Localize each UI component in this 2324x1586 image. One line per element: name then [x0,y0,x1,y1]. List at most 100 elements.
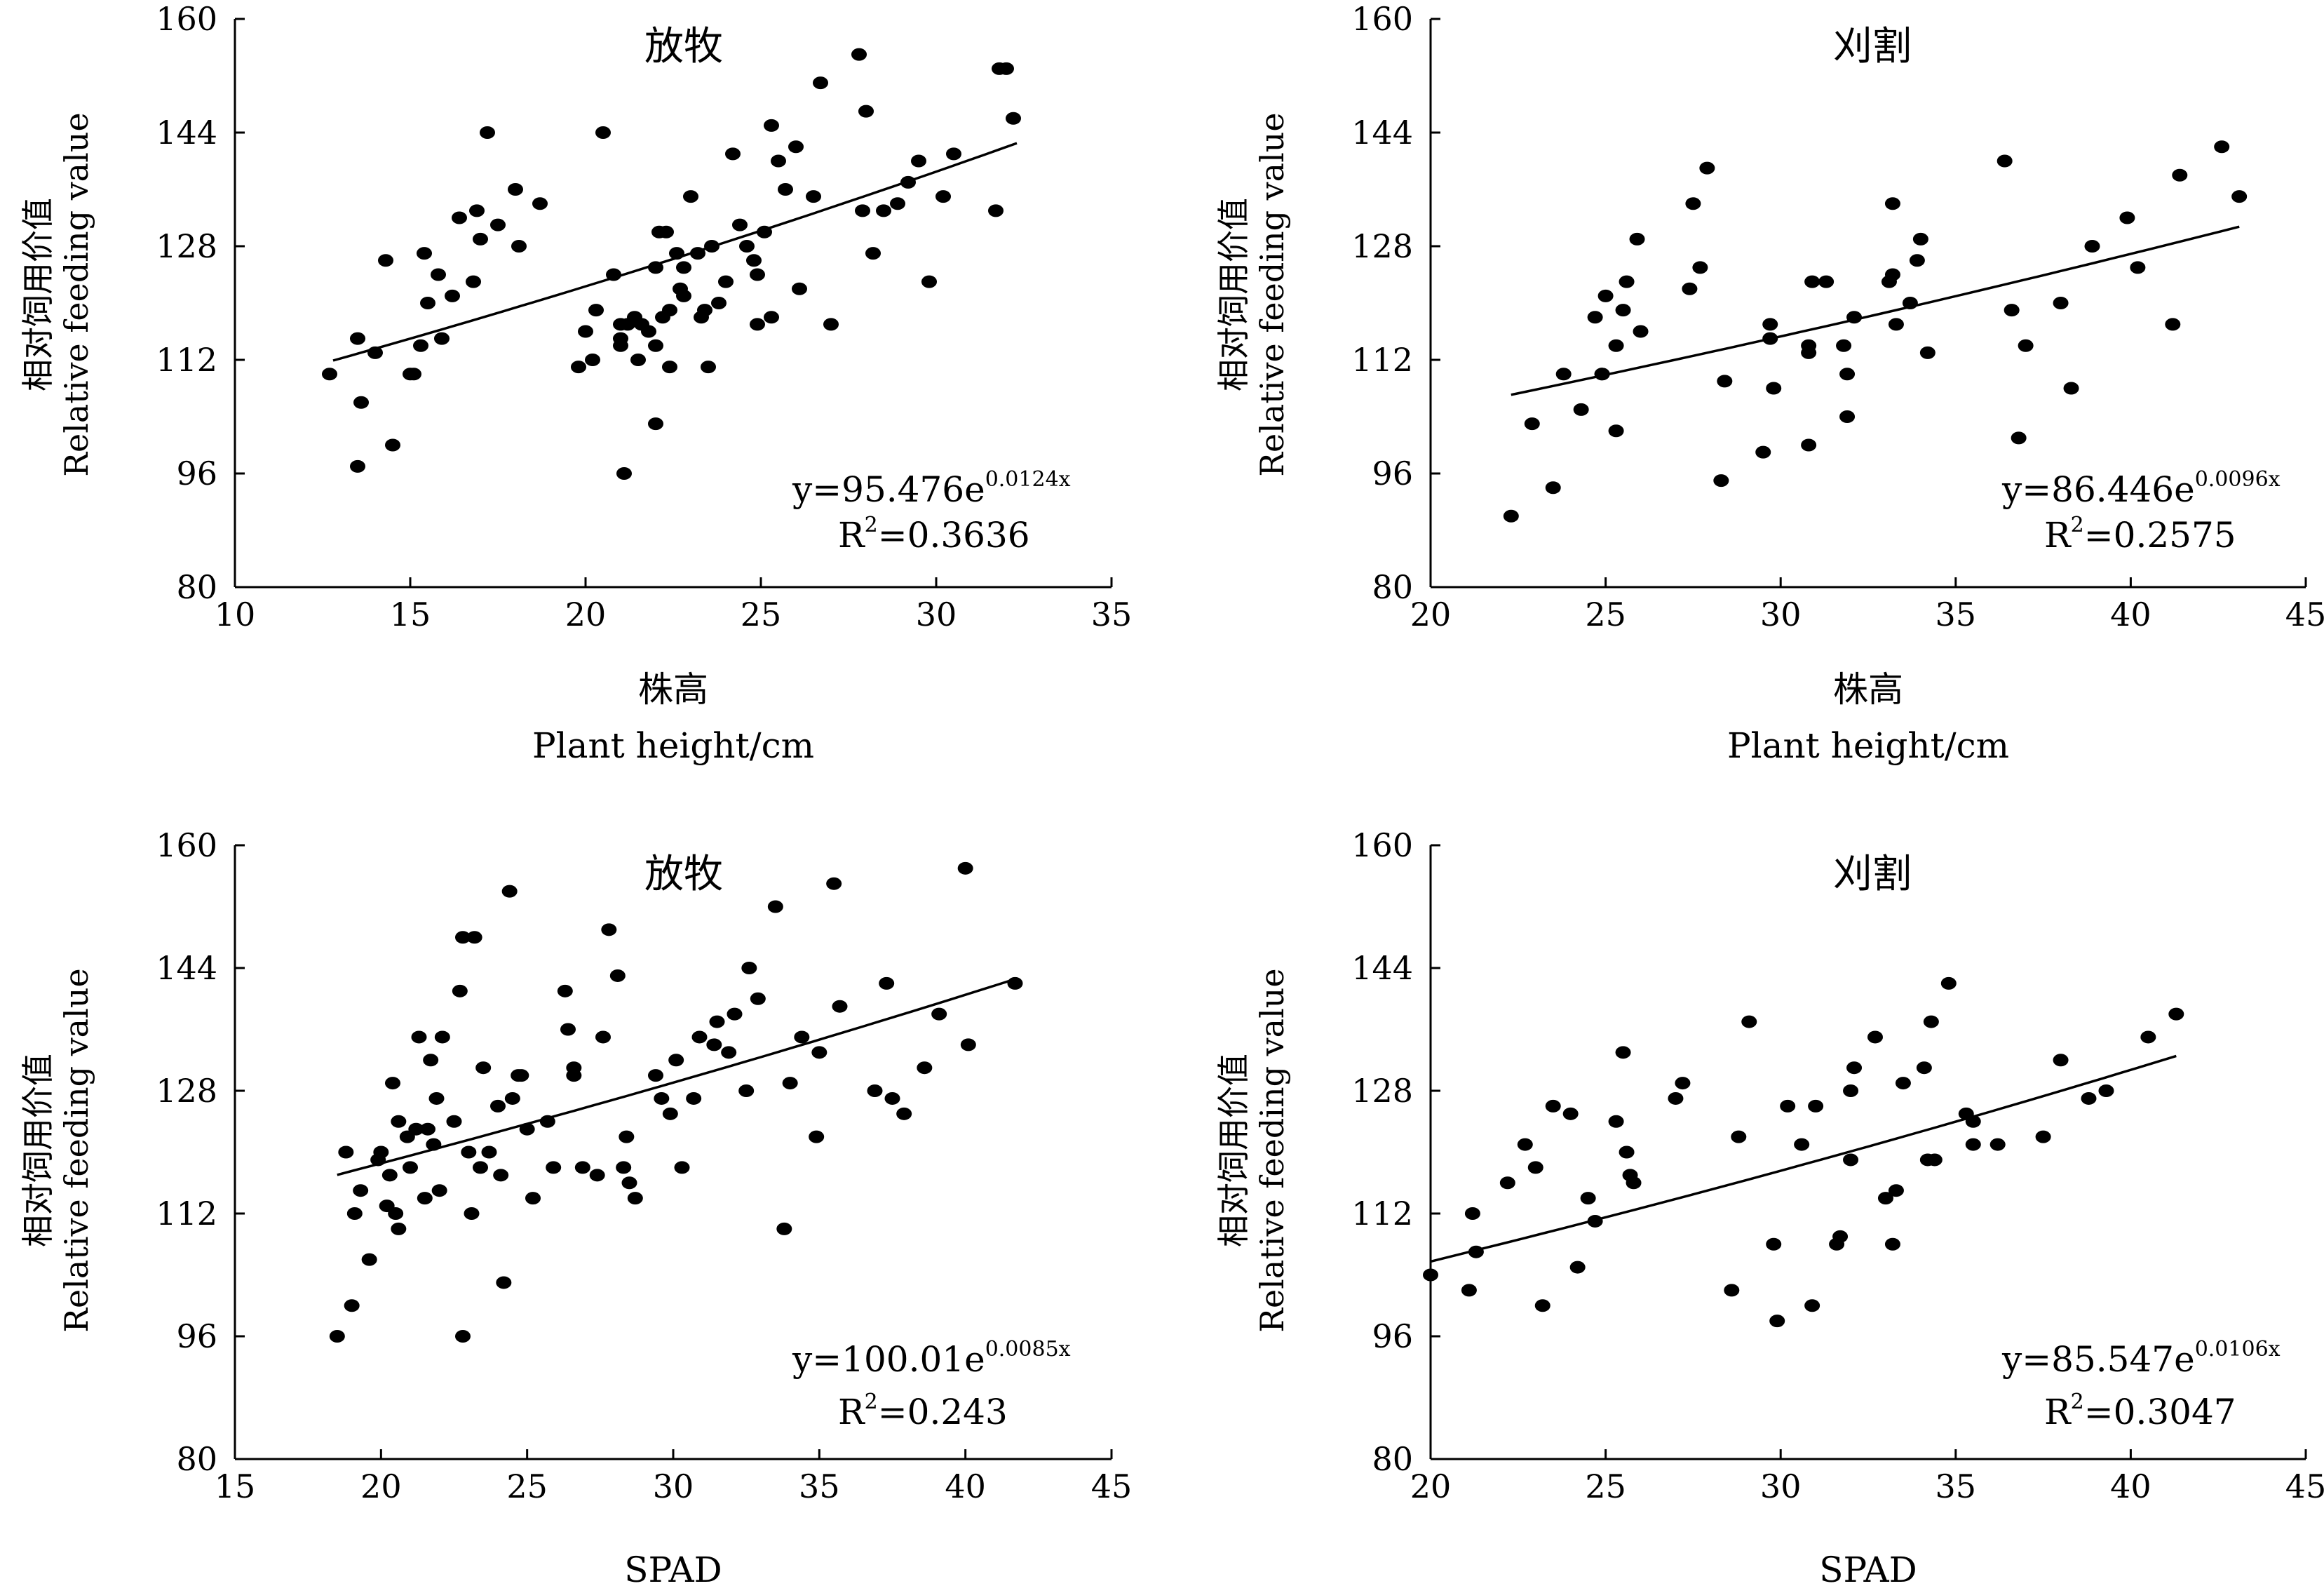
r-squared-label: R [2044,515,2072,556]
panel-title: 放牧 [644,852,723,897]
data-point [896,1107,912,1120]
r-squared-value: =0.3636 [878,515,1030,556]
data-point [718,275,734,288]
data-point [921,275,937,288]
regression-equation: y=85.547e0.0106x [2001,1337,2281,1380]
data-point [546,1161,562,1174]
data-point [373,1145,389,1159]
y-tick-label: 128 [1351,227,1413,265]
data-point [353,396,369,409]
data-point [2035,1130,2051,1143]
equation-base: y=86.446e [2001,469,2195,510]
data-point [1007,976,1023,990]
y-tick-label: 80 [1372,568,1413,606]
x-tick-label: 45 [1091,1467,1133,1505]
panel-cutting-spad: 20 25 30 35 40 45 80 96 112 128 144 160 相对饲用价值 Relati… [1215,826,2324,1586]
y-axis-label-en: Relative feeding value [58,968,95,1332]
y-tick-label: 112 [1351,1195,1413,1232]
data-point [350,459,365,473]
r-squared: R2=0.2575 [2044,513,2236,556]
data-point [725,147,741,161]
data-point [411,1030,427,1044]
data-point [1912,232,1928,246]
data-point [778,183,793,196]
data-point [571,361,586,374]
data-point [403,1161,418,1174]
data-point [431,1184,447,1197]
r-squared-sup: 2 [865,513,878,537]
data-point [788,140,804,154]
data-point [2214,140,2230,154]
y-tick-label: 80 [176,1440,217,1478]
r-squared-label: R [2044,1392,2072,1432]
y-tick-label: 128 [156,227,217,265]
r-squared-sup: 2 [2071,1390,2084,1414]
equation-exponent: 0.0124x [985,467,1071,492]
data-point [1902,297,1918,309]
data-point [1843,1153,1859,1167]
data-point [1916,1061,1932,1075]
data-point [630,354,646,366]
r-squared: R2=0.3047 [2044,1390,2236,1432]
data-point [1832,1230,1849,1243]
data-point [346,1207,363,1220]
data-point [1503,509,1519,523]
x-tick-label: 25 [1585,596,1626,633]
panel-title: 放牧 [644,24,723,69]
data-point [1965,1138,1981,1151]
data-point [434,332,450,345]
data-point [662,1107,678,1120]
data-point [1884,197,1900,210]
data-point [1766,382,1782,395]
data-point [1895,1077,1911,1090]
data-point [519,1122,535,1136]
data-point [1545,481,1561,495]
data-point [589,1169,605,1182]
equation-base: y=85.547e [2001,1339,2195,1380]
y-tick-label: 128 [156,1072,217,1110]
data-point [1464,1207,1480,1220]
data-point [946,147,961,161]
data-point [391,1222,407,1235]
data-point [490,218,506,231]
x-axis-label-cn: 株高 [1833,669,1903,710]
x-axis-label-cn: 株高 [638,669,708,710]
data-point [1562,1107,1579,1120]
data-point [701,361,716,374]
data-point [648,1069,663,1082]
data-point [1573,403,1589,416]
data-point [813,76,828,90]
data-point [420,1122,435,1136]
data-point [746,254,762,267]
data-point [648,417,663,431]
data-point [532,197,548,210]
data-point [794,1030,810,1044]
data-point [1524,417,1540,431]
data-point [539,1115,555,1128]
data-point [1762,318,1778,331]
x-tick-label: 40 [2110,1467,2151,1505]
data-point [1668,1091,1684,1105]
data-point [764,311,779,324]
data-point [1731,1130,1747,1143]
data-point [662,361,677,374]
data-point [361,1253,377,1266]
data-point [1615,304,1631,317]
data-point [601,923,617,936]
data-point [525,1192,541,1205]
data-point [826,877,842,890]
data-point [1843,1084,1859,1097]
data-point [1682,282,1698,295]
data-point [876,204,891,217]
data-point [674,1161,690,1174]
data-point [613,332,628,345]
data-point [1766,1237,1782,1251]
data-point [709,1015,725,1028]
data-point [1675,1077,1691,1090]
data-point [2172,168,2188,182]
data-point [711,297,727,309]
x-tick-label: 15 [390,596,431,633]
data-point [1780,1099,1796,1113]
data-point [1846,311,1863,324]
y-axis-label-en: Relative feeding value [1253,112,1291,476]
